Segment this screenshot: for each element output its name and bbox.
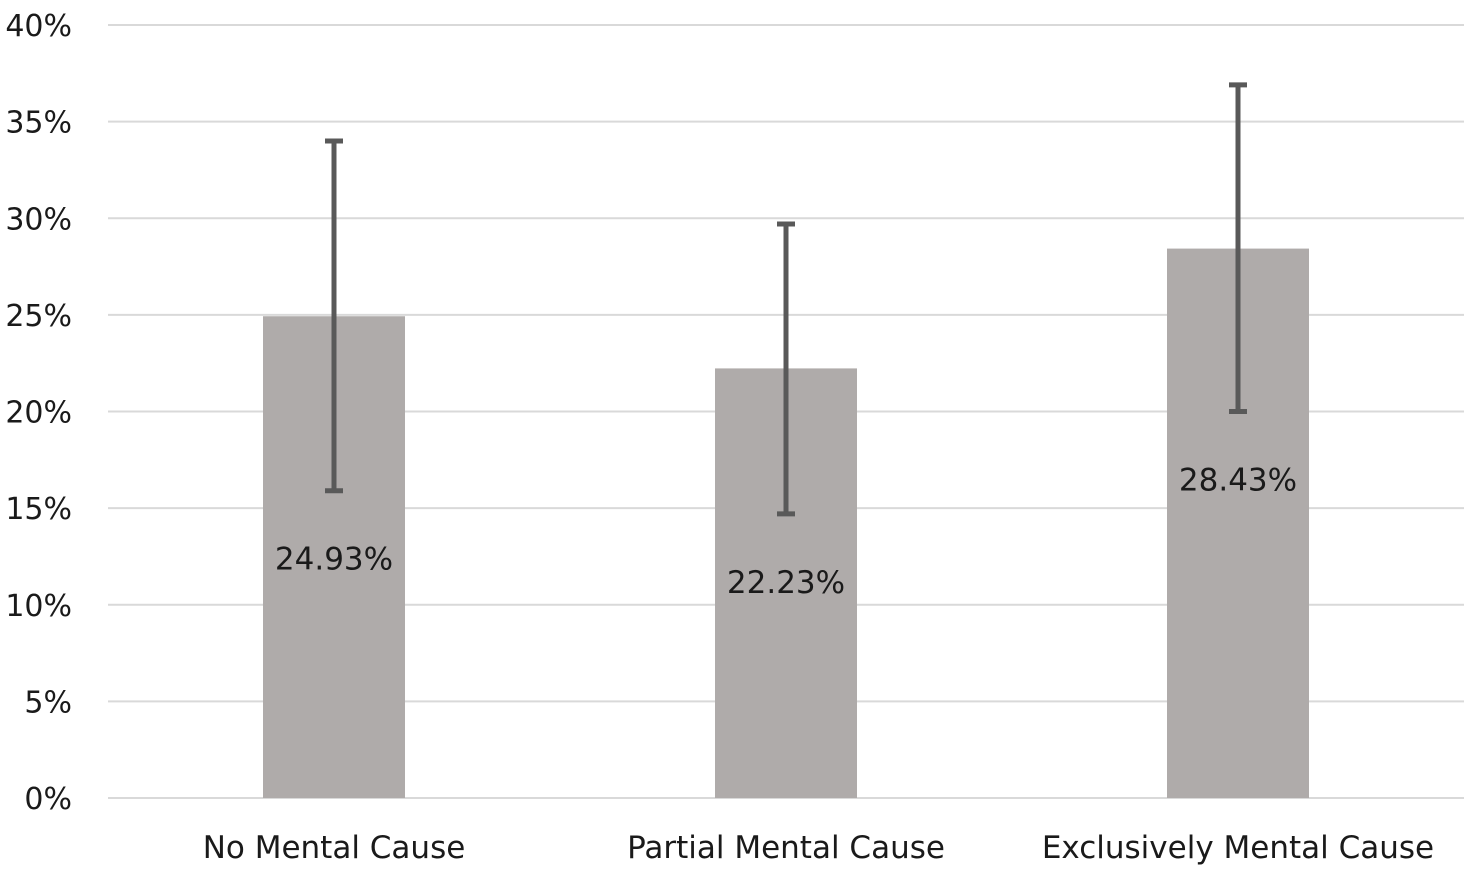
category-label-2: Partial Mental Cause [627, 830, 945, 866]
y-tick-label: 10% [5, 589, 72, 624]
x-axis-category-labels: No Mental Cause Partial Mental Cause Exclu… [203, 830, 1434, 866]
y-axis-tick-labels: 0% 5% 10% 15% 20% 25% 30% 35% 40% [5, 9, 72, 817]
y-tick-label: 15% [5, 492, 72, 527]
y-tick-label: 40% [5, 9, 72, 44]
y-tick-label: 0% [24, 782, 72, 817]
data-label-1: 24.93% [275, 542, 393, 578]
y-tick-label: 25% [5, 299, 72, 334]
y-tick-label: 20% [5, 396, 72, 431]
data-labels: 24.93% 22.23% 28.43% [275, 463, 1297, 601]
error-bar-3 [1229, 82, 1247, 414]
category-label-3: Exclusively Mental Cause [1042, 830, 1434, 866]
category-label-1: No Mental Cause [203, 830, 466, 866]
data-label-2: 22.23% [727, 565, 845, 601]
error-bar-2 [777, 221, 795, 517]
error-bar-1 [325, 138, 343, 494]
y-tick-label: 30% [5, 202, 72, 237]
error-bars [325, 82, 1247, 517]
y-tick-label: 5% [24, 685, 72, 720]
data-label-3: 28.43% [1179, 463, 1297, 499]
y-tick-label: 35% [5, 106, 72, 141]
